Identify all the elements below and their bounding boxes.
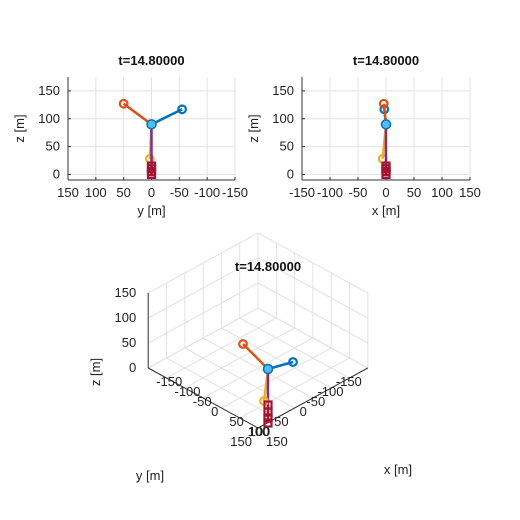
data-point [263, 413, 273, 423]
tick-label-x: -100 [317, 185, 343, 200]
tick-label-x: 100 [248, 424, 270, 439]
tick-label-x: 100 [85, 185, 107, 200]
tick-label-x: -50 [193, 394, 212, 409]
tick-label-y: 0 [300, 404, 307, 419]
z-axis-label: z [m] [88, 358, 103, 386]
tick-label-y: 0 [287, 166, 294, 181]
tick-label-x: -50 [170, 185, 189, 200]
tick-label-x: 150 [459, 185, 481, 200]
tick-label-y: 50 [46, 139, 60, 154]
tick-label-x: 50 [229, 414, 243, 429]
tick-label-x: -100 [175, 384, 201, 399]
y-axis-label: z [m] [12, 114, 27, 142]
y-axis-label: z [m] [246, 114, 261, 142]
series-line [150, 108, 183, 126]
wall-grid-line [257, 282, 369, 344]
series-line [122, 102, 153, 126]
tick-label-y: 100 [249, 424, 271, 439]
hub-point [380, 119, 392, 130]
floor-grid-line [166, 357, 277, 419]
axis-edge [257, 367, 369, 429]
data-point [238, 339, 248, 349]
y-axis-label: y [m] [136, 468, 164, 483]
tick-label-y: 0 [53, 166, 60, 181]
hub-point [146, 119, 157, 130]
tick-label-x: -100 [194, 185, 220, 200]
data-point [146, 161, 157, 171]
wall-grid-line [147, 257, 259, 319]
wall-grid-line [147, 307, 259, 369]
tick-label-y: 150 [272, 83, 294, 98]
data-point [288, 357, 298, 367]
tick-label-y: -150 [336, 374, 362, 389]
tick-label-x: 50 [116, 185, 130, 200]
tick-label-z: 50 [122, 335, 136, 350]
tick-label-y: -100 [317, 384, 343, 399]
tick-label-x: 0 [211, 404, 218, 419]
data-point [177, 104, 188, 115]
x-axis-label: x [m] [384, 462, 412, 477]
tick-label-x: 150 [57, 185, 79, 200]
x-axis-label: x [m] [372, 203, 400, 218]
tick-label-x: -150 [156, 374, 182, 389]
wall-grid-line [147, 232, 259, 294]
data-point [381, 161, 391, 171]
x-axis-label: y [m] [137, 203, 165, 218]
wall-grid-line [257, 307, 369, 369]
tick-label-x: 100 [431, 185, 453, 200]
tick-label-y: 100 [272, 111, 294, 126]
data-point [378, 98, 389, 109]
tick-label-x: 50 [407, 185, 421, 200]
tick-label-y: 150 [230, 434, 252, 449]
hub-point [262, 363, 274, 375]
tick-label-x: -50 [349, 185, 368, 200]
wall-grid-line [257, 232, 369, 294]
wall-grid-line [257, 257, 369, 319]
chart-title: t=14.80000 [118, 53, 184, 68]
tick-label-y: 150 [38, 83, 60, 98]
tick-label-x: -150 [289, 185, 315, 200]
wall-grid-line [147, 282, 259, 344]
data-point [118, 98, 129, 109]
tick-label-z: 0 [129, 360, 136, 375]
tick-label-z: 150 [114, 285, 136, 300]
tick-label-y: 50 [274, 414, 288, 429]
tick-label-y: -50 [306, 394, 325, 409]
tick-label-x: 150 [266, 434, 288, 449]
axis-edge [147, 367, 259, 429]
chart-title: t=14.80000 [353, 53, 419, 68]
tick-label-x: 0 [148, 185, 155, 200]
tick-label-y: 100 [38, 111, 60, 126]
tick-label-x: -150 [222, 185, 248, 200]
data-point [263, 418, 273, 428]
tick-label-y: 50 [280, 139, 294, 154]
tick-label-x: 0 [382, 185, 389, 200]
series-line [242, 343, 269, 370]
tick-label-z: 100 [114, 310, 136, 325]
chart-title: t=14.80000 [235, 259, 301, 274]
